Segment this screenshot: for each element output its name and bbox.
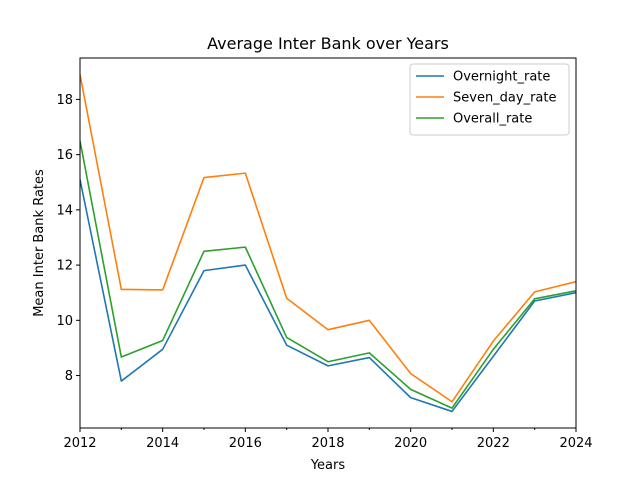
legend-label: Overall_rate [453, 112, 532, 127]
legend: Overnight_rate Seven_day_rate Overall_rate [409, 63, 570, 136]
series-layer [80, 74, 576, 413]
y-axis: 8 10 12 14 16 18 [56, 93, 80, 384]
chart-title: Average Inter Bank over Years [207, 34, 449, 53]
y-tick-label: 12 [56, 259, 73, 274]
x-tick-label: 2014 [146, 436, 179, 451]
x-axis: 2012 2014 2016 2018 2020 2022 2024 [63, 428, 593, 451]
y-axis-label: Mean Inter Bank Rates [32, 169, 47, 317]
series-line-overall-rate [80, 140, 576, 409]
series-line-overnight-rate [80, 179, 576, 413]
x-tick-label: 2022 [477, 436, 510, 451]
x-tick-label: 2012 [63, 436, 96, 451]
legend-box [409, 63, 570, 136]
y-tick-label: 14 [56, 203, 73, 218]
x-tick-label: 2024 [559, 436, 592, 451]
x-tick-label: 2018 [311, 436, 344, 451]
y-tick-label: 10 [56, 314, 73, 329]
y-tick-label: 16 [56, 148, 73, 163]
x-tick-label: 2016 [229, 436, 262, 451]
y-tick-label: 8 [65, 369, 73, 384]
x-tick-label: 2020 [394, 436, 427, 451]
series-line-seven-day-rate [80, 74, 576, 403]
x-axis-label: Years [310, 458, 346, 473]
legend-label: Seven_day_rate [453, 91, 557, 106]
legend-label: Overnight_rate [453, 70, 550, 85]
y-tick-label: 18 [56, 93, 73, 108]
